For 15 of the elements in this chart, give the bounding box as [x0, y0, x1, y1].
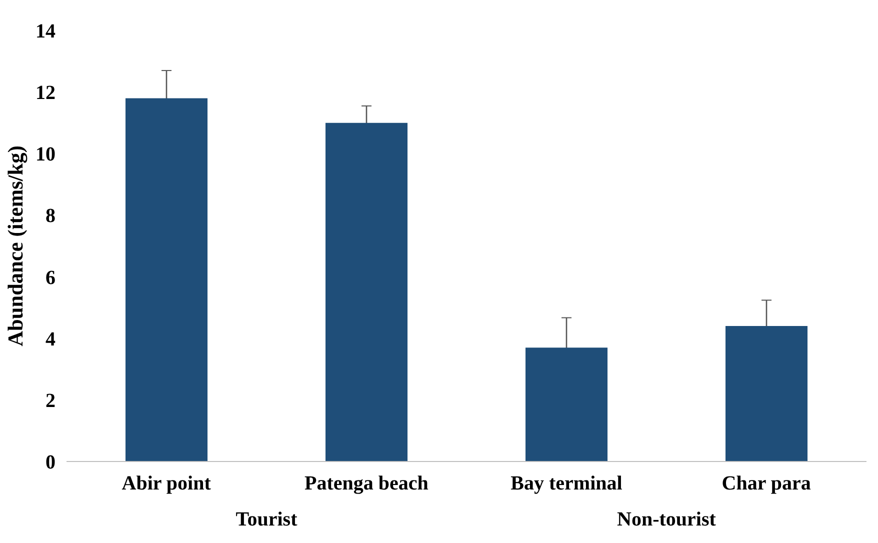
text: Non-tourist — [617, 508, 716, 530]
x-tick-label: Char para — [722, 472, 811, 494]
x-tick-label: Patenga beach — [304, 472, 428, 494]
y-tick-label: 14 — [36, 20, 56, 42]
x-tick-label: Bay terminal — [510, 472, 623, 494]
y-tick-label: 8 — [46, 205, 56, 228]
y-tick-label: 10 — [36, 144, 56, 166]
x-tick-label: Abir point — [122, 472, 212, 494]
y-tick-label: 12 — [36, 82, 56, 104]
y-axis-title: Abundance (items/kg) — [4, 146, 28, 346]
y-tick-label: 4 — [46, 328, 56, 350]
text: Tourist — [236, 508, 298, 530]
y-tick-label: 2 — [46, 390, 56, 412]
y-tick-label: 6 — [46, 266, 56, 289]
y-tick-label: 0 — [46, 452, 56, 474]
